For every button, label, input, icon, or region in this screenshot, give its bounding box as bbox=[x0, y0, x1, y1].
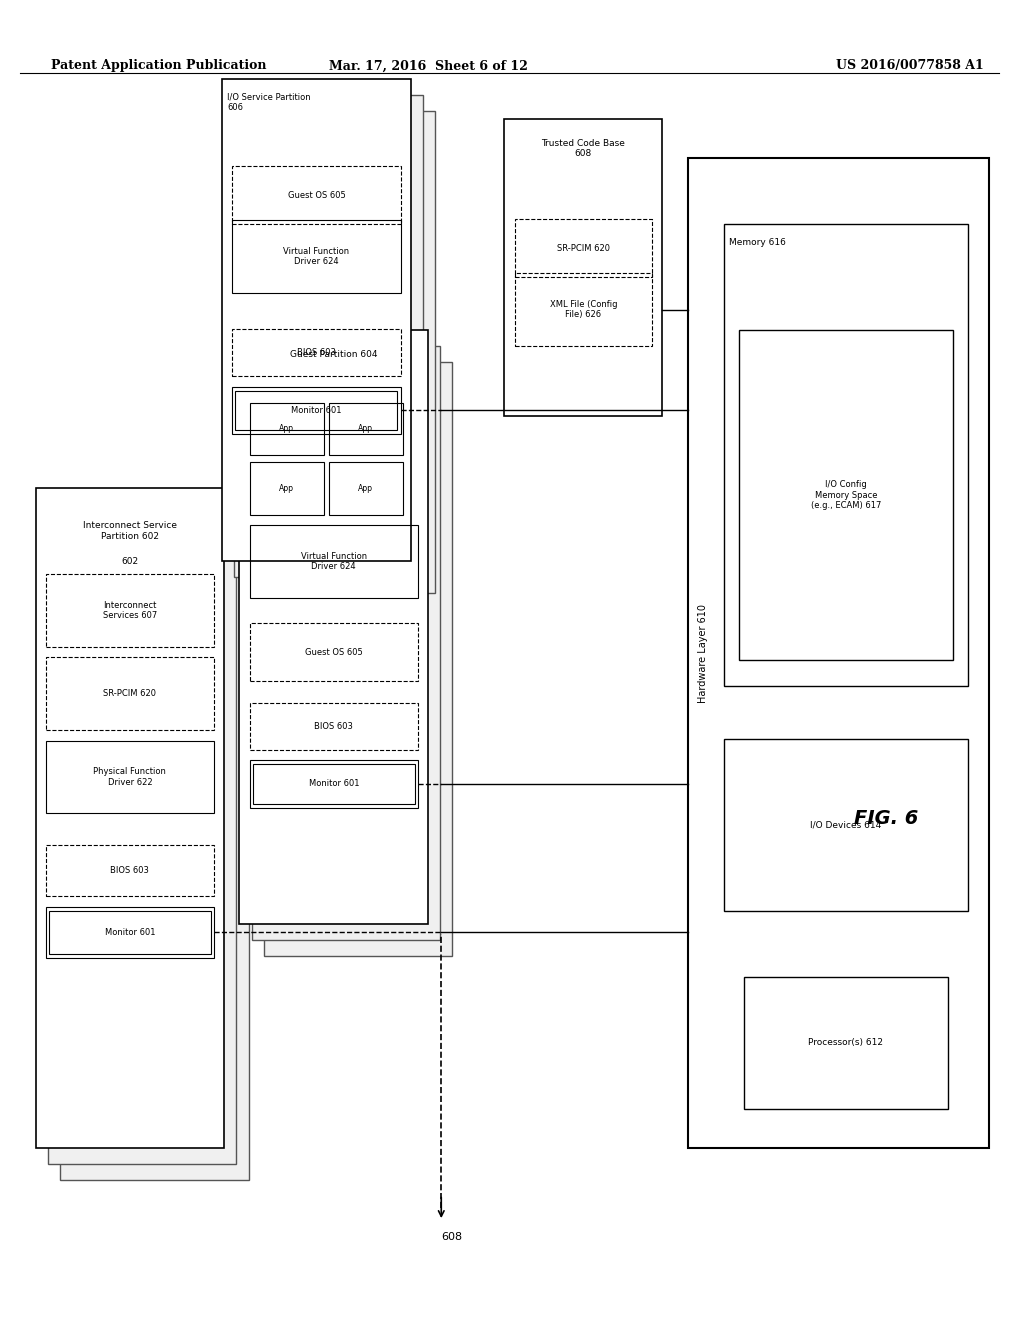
Text: Trusted Code Base
608: Trusted Code Base 608 bbox=[542, 139, 626, 158]
Text: XML File (Config
File) 626: XML File (Config File) 626 bbox=[550, 300, 617, 319]
FancyBboxPatch shape bbox=[36, 488, 224, 1148]
Text: 602: 602 bbox=[122, 557, 138, 566]
Text: Mar. 17, 2016  Sheet 6 of 12: Mar. 17, 2016 Sheet 6 of 12 bbox=[329, 59, 527, 73]
Text: SR-PCIM 620: SR-PCIM 620 bbox=[103, 689, 157, 698]
Text: BIOS 603: BIOS 603 bbox=[297, 348, 336, 358]
FancyBboxPatch shape bbox=[60, 520, 249, 1180]
FancyBboxPatch shape bbox=[234, 95, 423, 577]
Text: FIG. 6: FIG. 6 bbox=[854, 809, 919, 828]
Text: Patent Application Publication: Patent Application Publication bbox=[51, 59, 266, 73]
FancyBboxPatch shape bbox=[724, 739, 968, 911]
Text: I/O Devices 614: I/O Devices 614 bbox=[810, 821, 882, 829]
FancyBboxPatch shape bbox=[48, 504, 237, 1164]
Text: I/O Config
Memory Space
(e.g., ECAM) 617: I/O Config Memory Space (e.g., ECAM) 617 bbox=[811, 480, 881, 510]
Text: App: App bbox=[358, 484, 373, 492]
FancyBboxPatch shape bbox=[744, 977, 948, 1109]
Text: BIOS 603: BIOS 603 bbox=[314, 722, 353, 731]
FancyBboxPatch shape bbox=[222, 79, 411, 561]
FancyBboxPatch shape bbox=[247, 111, 435, 593]
Text: SR-PCIM 620: SR-PCIM 620 bbox=[557, 244, 610, 252]
Text: Monitor 601: Monitor 601 bbox=[291, 405, 342, 414]
Text: App: App bbox=[280, 484, 294, 492]
FancyBboxPatch shape bbox=[240, 330, 428, 924]
Text: Virtual Function
Driver 624: Virtual Function Driver 624 bbox=[284, 247, 349, 267]
Text: Processor(s) 612: Processor(s) 612 bbox=[808, 1039, 884, 1047]
Text: Memory 616: Memory 616 bbox=[729, 238, 785, 247]
FancyBboxPatch shape bbox=[739, 330, 953, 660]
Text: I/O Service Partition
606: I/O Service Partition 606 bbox=[227, 92, 311, 112]
Text: Hardware Layer 610: Hardware Layer 610 bbox=[698, 605, 708, 702]
FancyBboxPatch shape bbox=[724, 224, 968, 686]
Text: Virtual Function
Driver 624: Virtual Function Driver 624 bbox=[301, 552, 367, 572]
Text: Interconnect Service
Partition 602: Interconnect Service Partition 602 bbox=[83, 521, 177, 541]
Text: Guest Partition 604: Guest Partition 604 bbox=[290, 350, 378, 359]
Text: US 2016/0077858 A1: US 2016/0077858 A1 bbox=[836, 59, 983, 73]
Text: BIOS 603: BIOS 603 bbox=[111, 866, 150, 875]
Text: Monitor 601: Monitor 601 bbox=[308, 779, 359, 788]
Text: App: App bbox=[280, 425, 294, 433]
FancyBboxPatch shape bbox=[688, 158, 988, 1148]
Text: 608: 608 bbox=[441, 1232, 462, 1242]
Text: Guest OS 605: Guest OS 605 bbox=[288, 191, 345, 199]
FancyBboxPatch shape bbox=[505, 119, 663, 416]
Text: Monitor 601: Monitor 601 bbox=[104, 928, 156, 937]
FancyBboxPatch shape bbox=[264, 362, 453, 956]
FancyBboxPatch shape bbox=[252, 346, 440, 940]
Text: Physical Function
Driver 622: Physical Function Driver 622 bbox=[93, 767, 166, 787]
Text: Guest OS 605: Guest OS 605 bbox=[305, 648, 362, 656]
Text: Interconnect
Services 607: Interconnect Services 607 bbox=[102, 601, 157, 620]
Text: App: App bbox=[358, 425, 373, 433]
